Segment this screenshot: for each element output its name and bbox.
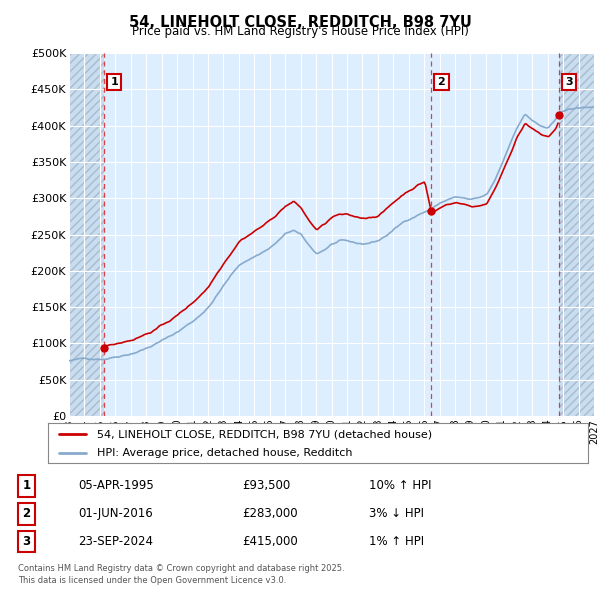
- Text: 05-APR-1995: 05-APR-1995: [78, 480, 154, 493]
- Text: HPI: Average price, detached house, Redditch: HPI: Average price, detached house, Redd…: [97, 448, 352, 458]
- Text: 2: 2: [22, 507, 31, 520]
- Text: 01-JUN-2016: 01-JUN-2016: [78, 507, 153, 520]
- Text: 2: 2: [437, 77, 445, 87]
- Text: 1: 1: [22, 480, 31, 493]
- Text: 10% ↑ HPI: 10% ↑ HPI: [369, 480, 431, 493]
- Text: £415,000: £415,000: [242, 535, 298, 548]
- Text: £283,000: £283,000: [242, 507, 298, 520]
- Bar: [559, 53, 594, 416]
- Text: 3% ↓ HPI: 3% ↓ HPI: [369, 507, 424, 520]
- Bar: [69, 53, 104, 416]
- Text: 1: 1: [110, 77, 118, 87]
- Text: Price paid vs. HM Land Registry's House Price Index (HPI): Price paid vs. HM Land Registry's House …: [131, 25, 469, 38]
- Text: 3: 3: [565, 77, 573, 87]
- Text: Contains HM Land Registry data © Crown copyright and database right 2025.
This d: Contains HM Land Registry data © Crown c…: [18, 565, 344, 585]
- Text: 54, LINEHOLT CLOSE, REDDITCH, B98 7YU: 54, LINEHOLT CLOSE, REDDITCH, B98 7YU: [128, 15, 472, 30]
- Text: 54, LINEHOLT CLOSE, REDDITCH, B98 7YU (detached house): 54, LINEHOLT CLOSE, REDDITCH, B98 7YU (d…: [97, 430, 432, 440]
- Text: £93,500: £93,500: [242, 480, 290, 493]
- Text: 23-SEP-2024: 23-SEP-2024: [78, 535, 153, 548]
- Text: 1% ↑ HPI: 1% ↑ HPI: [369, 535, 424, 548]
- Text: 3: 3: [22, 535, 31, 548]
